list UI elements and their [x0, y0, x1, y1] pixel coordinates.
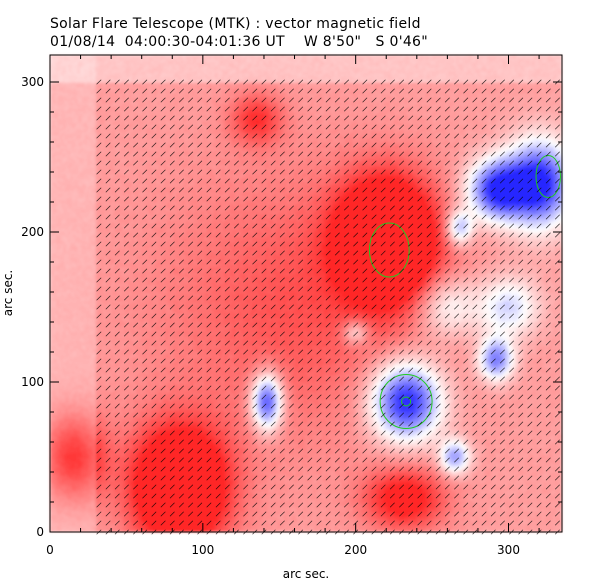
x-tick-label: 100 [191, 543, 214, 557]
x-tick-label: 0 [46, 543, 54, 557]
plot-area [50, 55, 562, 534]
x-axis-title: arc sec. [283, 567, 329, 581]
y-tick-label: 300 [21, 75, 44, 89]
x-tick-label: 300 [497, 543, 520, 557]
y-tick-label: 0 [36, 525, 44, 539]
y-axis-title: arc sec. [1, 270, 15, 316]
y-tick-label: 100 [21, 375, 44, 389]
x-tick-label: 200 [344, 543, 367, 557]
y-tick-label: 200 [21, 225, 44, 239]
